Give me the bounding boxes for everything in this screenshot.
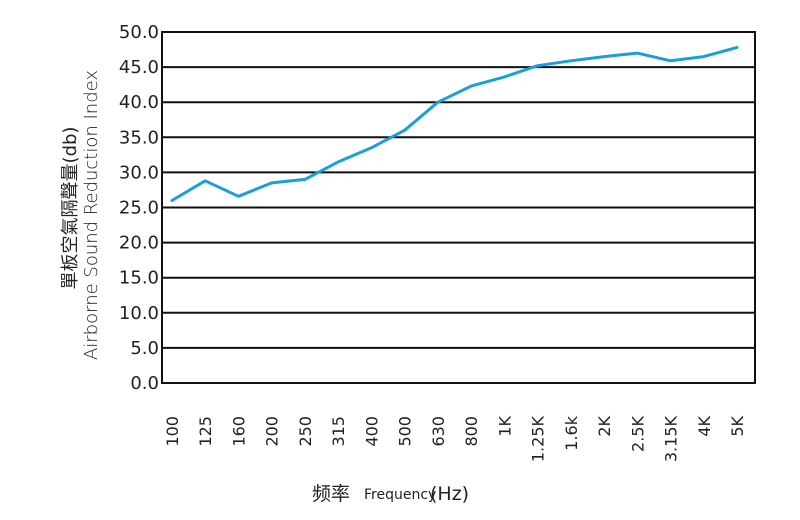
series-line <box>170 45 739 202</box>
x-axis-label-zh: 频率 <box>312 483 350 505</box>
y-tick-label: 30.0 <box>119 162 159 183</box>
y-tick-label: 45.0 <box>119 57 159 78</box>
x-tick-label: 1.6k <box>562 415 581 450</box>
y-tick-label: 5.0 <box>130 338 159 359</box>
y-axis-label-zh: 單板空氣隔聲量(db) <box>60 127 81 290</box>
grid-lines <box>162 31 755 384</box>
y-tick-labels: 0.0 5.0 10.0 15.0 20.0 25.0 30.0 35.0 40.0 45.0 50… <box>119 22 159 394</box>
plot-border <box>161 31 756 384</box>
x-tick-label: 315 <box>329 416 348 447</box>
plot-frame <box>161 31 756 384</box>
y-tick-label: 0.0 <box>130 373 159 394</box>
x-tick-label: 400 <box>362 416 381 447</box>
x-axis-label-unit: (Hz) <box>430 483 469 505</box>
x-tick-label: 200 <box>263 416 282 447</box>
x-tick-label: 1.25K <box>529 416 548 463</box>
x-tick-label: 500 <box>396 416 415 447</box>
x-tick-label: 5K <box>728 415 747 436</box>
x-tick-label: 1K <box>495 415 514 436</box>
y-tick-label: 25.0 <box>119 198 159 219</box>
x-tick-label: 2.5K <box>628 415 647 451</box>
y-tick-label: 20.0 <box>119 233 159 254</box>
y-tick-label: 50.0 <box>119 22 159 43</box>
x-tick-label: 125 <box>196 416 215 447</box>
y-tick-label: 35.0 <box>119 127 159 148</box>
x-tick-labels: 100 125 160 200 250 315 400 500 630 800 1K 1.25K 1.6… <box>163 415 747 462</box>
x-axis-label-en: Frequency <box>364 487 436 503</box>
y-tick-label: 40.0 <box>119 92 159 113</box>
y-tick-label: 15.0 <box>119 268 159 289</box>
x-tick-label: 100 <box>163 416 182 447</box>
x-tick-label: 800 <box>462 416 481 447</box>
x-tick-label: 3.15K <box>662 416 681 463</box>
x-tick-label: 250 <box>296 416 315 447</box>
x-tick-label: 4K <box>695 415 714 436</box>
x-tick-label: 160 <box>229 416 248 447</box>
y-tick-label: 10.0 <box>119 303 159 324</box>
y-axis-label-en: Airborne Sound Reduction Index <box>81 70 102 360</box>
x-tick-label: 630 <box>429 416 448 447</box>
x-tick-label: 2K <box>595 415 614 436</box>
